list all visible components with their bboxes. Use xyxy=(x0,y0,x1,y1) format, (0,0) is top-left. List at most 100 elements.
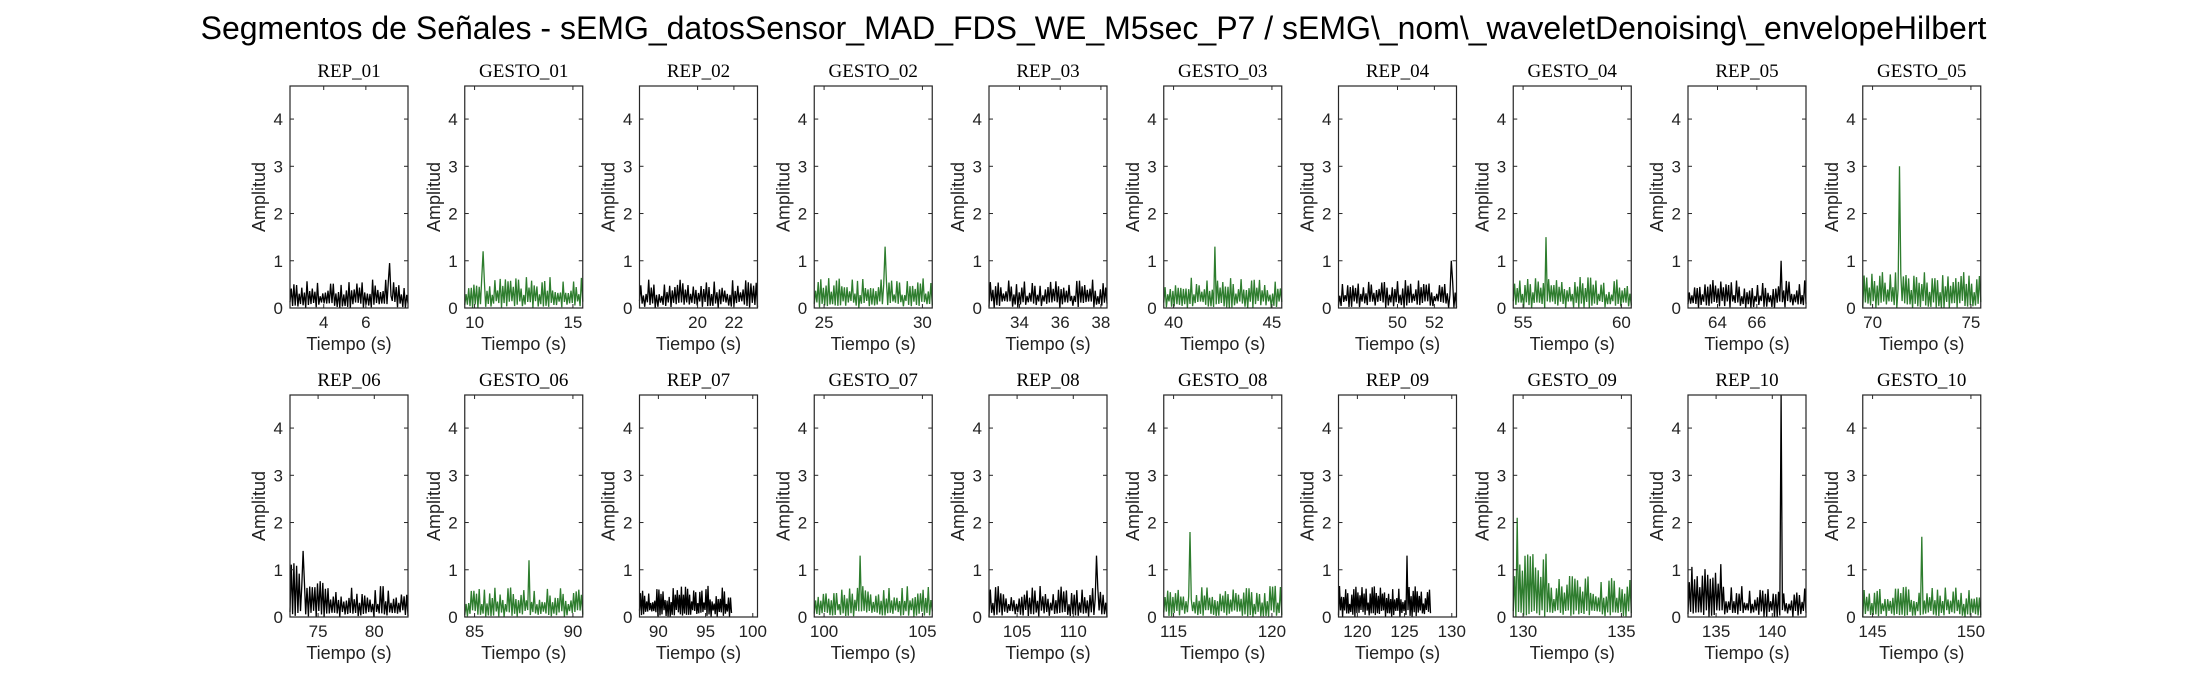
y-tick-label: 2 xyxy=(623,205,632,224)
x-axis-label: Tiempo (s) xyxy=(306,643,391,663)
subplot-title: REP_04 xyxy=(1366,61,1430,82)
signal-trace xyxy=(289,263,409,308)
axes-box xyxy=(464,394,584,618)
y-tick-label: 2 xyxy=(448,205,457,224)
y-tick-label: 4 xyxy=(1322,110,1331,129)
y-tick-label: 1 xyxy=(274,561,283,580)
subplot-title: REP_02 xyxy=(667,61,730,82)
subplot-gesto-02: GESTO_02 0 1 2 3 4 25 30 Tiempo (s) Amplitud xyxy=(773,61,933,354)
y-tick-label: 3 xyxy=(1322,466,1331,485)
x-axis-label: Tiempo (s) xyxy=(1005,334,1090,354)
signal-trace xyxy=(1163,531,1283,617)
y-axis-label: Amplitud xyxy=(424,471,444,541)
x-tick-label: 120 xyxy=(1258,622,1286,641)
x-tick-label: 150 xyxy=(1957,622,1985,641)
y-axis-label: Amplitud xyxy=(773,162,793,232)
x-tick-label: 130 xyxy=(1438,622,1466,641)
axes-box xyxy=(813,85,933,309)
y-axis-label: Amplitud xyxy=(1647,471,1667,541)
subplot-title: GESTO_04 xyxy=(1528,61,1618,82)
y-tick-label: 3 xyxy=(1846,466,1855,485)
x-axis-label: Tiempo (s) xyxy=(1879,643,1964,663)
y-tick-label: 0 xyxy=(1147,299,1156,318)
x-tick-label: 125 xyxy=(1390,622,1418,641)
y-tick-label: 1 xyxy=(448,561,457,580)
subplot-rep-08: REP_08 0 1 2 3 4 105 110 Tiempo (s) Amplitud xyxy=(948,370,1108,663)
axes-box xyxy=(1862,85,1982,309)
y-tick-label: 2 xyxy=(1497,205,1506,224)
y-tick-label: 2 xyxy=(623,514,632,533)
y-axis-label: Amplitud xyxy=(1472,471,1492,541)
y-tick-label: 0 xyxy=(1846,608,1855,627)
y-tick-label: 4 xyxy=(1147,419,1156,438)
y-tick-label: 3 xyxy=(973,157,982,176)
subplot-title: GESTO_07 xyxy=(829,370,918,391)
y-tick-label: 2 xyxy=(274,514,283,533)
subplot-title: GESTO_02 xyxy=(829,61,918,82)
signal-trace xyxy=(988,555,1108,617)
subplot-title: REP_06 xyxy=(317,370,380,391)
x-tick-label: 66 xyxy=(1747,313,1766,332)
axes-box xyxy=(1512,394,1632,618)
subplot-title: GESTO_09 xyxy=(1528,370,1617,391)
x-axis-label: Tiempo (s) xyxy=(481,334,566,354)
x-tick-label: 80 xyxy=(365,622,384,641)
y-tick-label: 3 xyxy=(623,466,632,485)
y-tick-label: 3 xyxy=(973,466,982,485)
x-axis-label: Tiempo (s) xyxy=(1180,643,1265,663)
y-tick-label: 0 xyxy=(274,608,283,627)
y-tick-label: 2 xyxy=(1322,205,1331,224)
y-tick-label: 4 xyxy=(448,419,457,438)
y-tick-label: 3 xyxy=(1497,466,1506,485)
y-tick-label: 0 xyxy=(274,299,283,318)
signal-trace xyxy=(1862,536,1982,618)
y-axis-label: Amplitud xyxy=(1298,162,1318,232)
y-tick-label: 2 xyxy=(973,514,982,533)
subplot-gesto-10: GESTO_10 0 1 2 3 4 145 150 Tiempo (s) Amplitud xyxy=(1822,370,1985,663)
y-tick-label: 1 xyxy=(1497,252,1506,271)
y-tick-label: 0 xyxy=(623,608,632,627)
x-tick-label: 36 xyxy=(1051,313,1070,332)
y-tick-label: 0 xyxy=(448,299,457,318)
x-tick-label: 30 xyxy=(913,313,932,332)
subplot-gesto-08: GESTO_08 0 1 2 3 4 115 120 Tiempo (s) Amplitud xyxy=(1123,370,1286,663)
x-tick-label: 50 xyxy=(1388,313,1407,332)
signal-trace xyxy=(988,279,1108,308)
subplot-title: GESTO_01 xyxy=(479,61,568,82)
y-tick-label: 4 xyxy=(973,419,982,438)
signal-trace xyxy=(464,251,584,309)
y-tick-label: 0 xyxy=(1497,608,1506,627)
axes-box xyxy=(988,394,1108,618)
y-axis-label: Amplitud xyxy=(599,162,619,232)
subplot-gesto-07: GESTO_07 0 1 2 3 4 100 105 Tiempo (s) Amplitud xyxy=(773,370,936,663)
y-tick-label: 2 xyxy=(973,205,982,224)
y-tick-label: 3 xyxy=(448,157,457,176)
y-tick-label: 4 xyxy=(973,110,982,129)
x-axis-label: Tiempo (s) xyxy=(481,643,566,663)
x-tick-label: 105 xyxy=(1003,622,1031,641)
subplot-gesto-09: GESTO_09 0 1 2 3 4 130 135 Tiempo (s) Amplitud xyxy=(1472,370,1635,663)
y-tick-label: 3 xyxy=(1497,157,1506,176)
x-axis-label: Tiempo (s) xyxy=(306,334,391,354)
y-tick-label: 2 xyxy=(798,205,807,224)
y-tick-label: 4 xyxy=(1147,110,1156,129)
x-tick-label: 145 xyxy=(1858,622,1886,641)
subplot-title: REP_10 xyxy=(1715,370,1778,391)
y-tick-label: 2 xyxy=(1147,205,1156,224)
signal-trace xyxy=(1163,246,1283,309)
y-axis-label: Amplitud xyxy=(1647,162,1667,232)
x-tick-label: 34 xyxy=(1010,313,1029,332)
y-tick-label: 0 xyxy=(1322,299,1331,318)
y-tick-label: 4 xyxy=(623,419,632,438)
signal-trace xyxy=(289,550,409,617)
x-axis-label: Tiempo (s) xyxy=(1005,643,1090,663)
y-axis-label: Amplitud xyxy=(948,471,968,541)
x-axis-label: Tiempo (s) xyxy=(1704,334,1789,354)
subplot-gesto-04: GESTO_04 0 1 2 3 4 55 60 Tiempo (s) Amplitud xyxy=(1472,61,1632,354)
signal-trace xyxy=(638,279,759,308)
x-tick-label: 40 xyxy=(1164,313,1183,332)
x-tick-label: 70 xyxy=(1863,313,1882,332)
y-axis-label: Amplitud xyxy=(599,471,619,541)
subplot-title: GESTO_06 xyxy=(479,370,568,391)
